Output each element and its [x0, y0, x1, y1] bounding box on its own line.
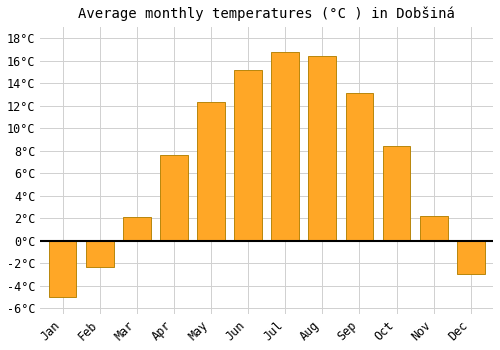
Bar [420, 216, 448, 241]
Bar [86, 241, 114, 267]
Bar [382, 146, 410, 241]
Bar [272, 51, 299, 241]
Bar [48, 241, 76, 297]
Title: Average monthly temperatures (°C ) in Dobšiná: Average monthly temperatures (°C ) in Do… [78, 7, 455, 21]
Bar [197, 102, 225, 241]
Bar [308, 56, 336, 241]
Bar [234, 70, 262, 241]
Bar [457, 241, 484, 274]
Bar [160, 155, 188, 241]
Bar [346, 93, 374, 241]
Bar [123, 217, 150, 241]
